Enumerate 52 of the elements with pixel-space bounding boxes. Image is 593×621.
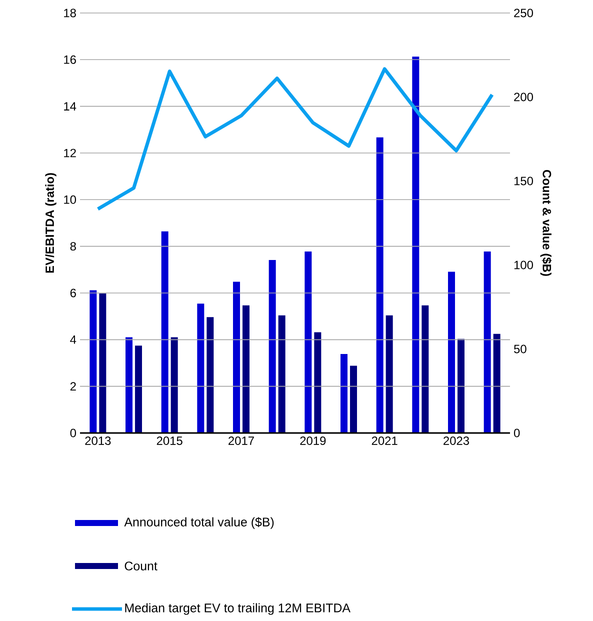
bar <box>493 334 500 433</box>
y2-tick-label: 250 <box>514 8 534 18</box>
bar <box>99 294 106 433</box>
x-tick-label: 2017 <box>228 436 254 445</box>
y2-axis-title: Count & value ($B) <box>540 170 552 276</box>
bar <box>126 337 132 433</box>
bar <box>412 56 420 433</box>
y-tick-label: 12 <box>64 148 76 158</box>
y-tick-label: 8 <box>70 242 76 251</box>
bar <box>484 252 491 433</box>
bar <box>161 231 168 433</box>
y-tick-label: 2 <box>70 382 76 391</box>
x-tick-label: 2013 <box>85 436 111 445</box>
bar <box>242 305 250 433</box>
legend-label: Count <box>124 562 158 570</box>
y-tick-label: 6 <box>70 288 76 298</box>
bar <box>350 366 358 433</box>
x-tick-label: 2019 <box>300 436 326 445</box>
bar <box>197 304 204 433</box>
bar <box>268 260 276 433</box>
bar <box>170 337 178 433</box>
x-tick-label: 2023 <box>444 436 470 445</box>
bar <box>233 282 240 433</box>
bar <box>314 332 322 433</box>
y-tick-label: 16 <box>64 55 76 64</box>
y-tick-label: 4 <box>70 336 76 344</box>
y-tick-label: 10 <box>64 195 76 204</box>
legend-label: Median target EV to trailing 12M EBITDA <box>125 603 350 615</box>
y2-tick-label: 100 <box>514 260 534 270</box>
bar <box>458 338 465 433</box>
bar <box>386 315 393 433</box>
bar <box>376 137 384 433</box>
y2-tick-label: 200 <box>514 92 534 102</box>
bar <box>90 290 97 433</box>
y-tick-label: 0 <box>70 428 76 438</box>
y-tick-label: 14 <box>64 102 76 110</box>
y2-tick-label: 150 <box>514 176 534 186</box>
y2-tick-label: 50 <box>514 344 526 354</box>
y2-tick-label: 0 <box>514 428 520 438</box>
legend-label: Announced total value ($B) <box>124 517 274 529</box>
bar <box>278 315 286 433</box>
bar <box>135 346 142 433</box>
bar <box>304 252 312 433</box>
line-series <box>96 67 494 211</box>
bar <box>422 305 429 433</box>
bar <box>448 272 456 433</box>
y-axis-title: EV/EBITDA (ratio) <box>45 173 56 273</box>
y-tick-label: 18 <box>64 8 76 18</box>
bar <box>340 354 348 433</box>
x-tick-label: 2015 <box>156 436 182 445</box>
x-tick-label: 2021 <box>372 436 398 445</box>
bar <box>206 317 214 433</box>
